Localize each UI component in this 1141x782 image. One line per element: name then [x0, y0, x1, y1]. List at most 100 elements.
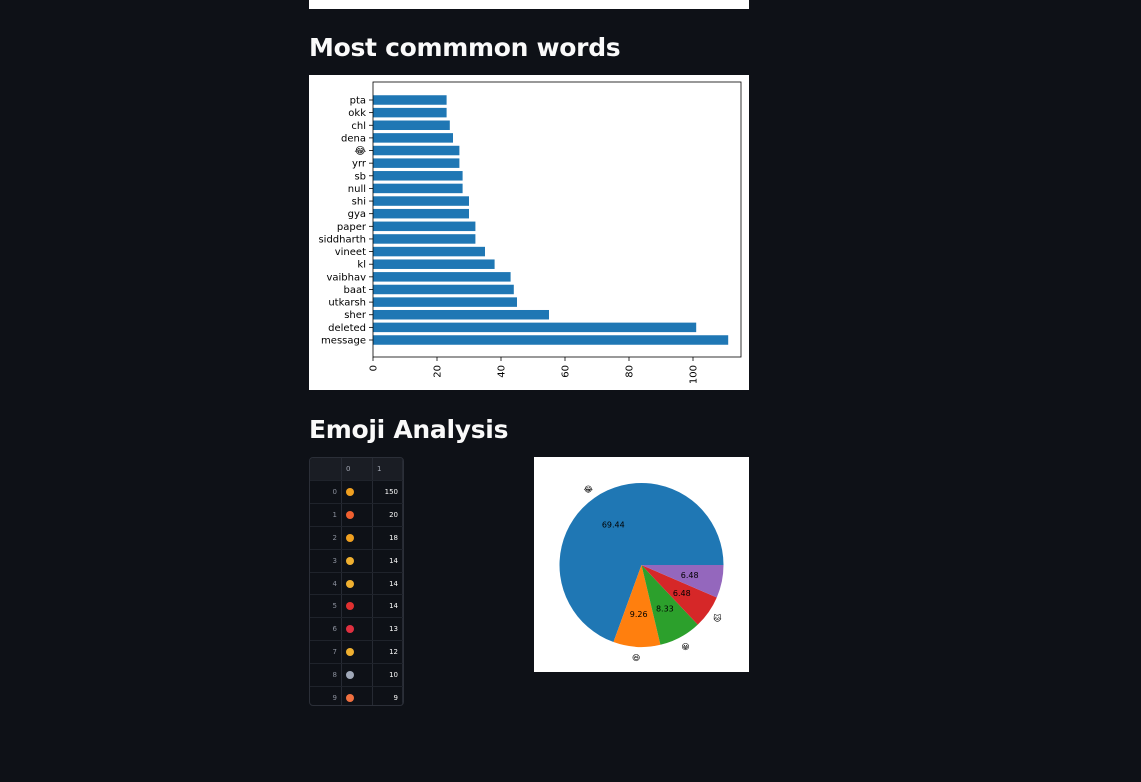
- table-row[interactable]: 5 14: [310, 594, 403, 619]
- x-tick-label: 20: [433, 365, 444, 378]
- x-tick-label: 0: [369, 365, 380, 371]
- slice-value-label: 9.26: [630, 610, 648, 619]
- bar: [373, 322, 697, 333]
- x-tick-label: 80: [625, 365, 636, 378]
- emoji-icon: [346, 487, 354, 496]
- bar: [373, 196, 469, 206]
- category-label: kl: [357, 260, 366, 271]
- emoji-icon: [346, 602, 354, 611]
- bar: [373, 221, 476, 232]
- pie-slice: [641, 565, 717, 625]
- row-index: 0: [310, 480, 342, 504]
- category-label: 😂: [354, 146, 366, 157]
- count-cell: 10: [372, 663, 403, 688]
- row-index: 4: [310, 572, 342, 596]
- slice-category-label: 🐱: [713, 614, 721, 623]
- row-index: 3: [310, 549, 342, 573]
- bar: [373, 158, 460, 168]
- table-row[interactable]: 3 14: [310, 549, 403, 573]
- table-row[interactable]: 2 18: [310, 526, 403, 550]
- bar: [373, 133, 453, 143]
- x-tick-label: 40: [497, 365, 508, 378]
- count-cell: 12: [372, 640, 403, 665]
- plot-frame: [372, 81, 742, 358]
- category-label: vineet: [335, 247, 366, 258]
- bar: [373, 183, 463, 194]
- count-cell: 14: [372, 594, 403, 619]
- category-label: paper: [337, 222, 367, 233]
- emoji-icon: [346, 556, 354, 565]
- emoji-icon: [346, 579, 354, 588]
- bar: [373, 335, 729, 345]
- slice-value-label: 8.33: [656, 604, 674, 613]
- table-header-row: 0 1: [310, 458, 403, 481]
- bar: [373, 171, 463, 181]
- emoji-icon: [346, 533, 354, 542]
- category-label: chl: [351, 121, 366, 132]
- bar: [373, 95, 447, 105]
- bar: [373, 120, 450, 131]
- bar: [373, 107, 447, 118]
- count-cell: 150: [372, 480, 403, 504]
- category-label: utkarsh: [328, 298, 366, 309]
- most-common-words-heading: Most commmon words: [309, 33, 621, 62]
- x-tick-label: 100: [689, 365, 700, 384]
- bar: [373, 208, 469, 219]
- x-tick-label: 60: [561, 365, 572, 378]
- column-header-1[interactable]: 1: [372, 458, 403, 481]
- row-index: 5: [310, 594, 342, 619]
- count-cell: 9: [372, 686, 403, 705]
- count-cell: 14: [372, 549, 403, 573]
- emoji-cell: [341, 663, 373, 688]
- bar: [373, 284, 514, 295]
- row-index: 6: [310, 617, 342, 642]
- emoji-cell: [341, 594, 373, 619]
- emoji-cell: [341, 640, 373, 665]
- count-cell: 13: [372, 617, 403, 642]
- row-index: 7: [310, 640, 342, 665]
- category-label: shi: [352, 197, 366, 208]
- table-row[interactable]: 6 13: [310, 617, 403, 642]
- column-header-index[interactable]: [310, 458, 342, 481]
- slice-category-label: 😂: [584, 485, 593, 494]
- slice-value-label: 69.44: [602, 521, 625, 530]
- emoji-cell: [341, 503, 373, 527]
- table-row[interactable]: 4 14: [310, 572, 403, 596]
- emoji-cell: [341, 526, 373, 550]
- emoji-dataframe[interactable]: 0 1 0 150 1 20 2 18 3 14 4 14 5 14 6 13 7 12 8 10 9 9: [309, 457, 404, 706]
- category-label: pta: [350, 96, 366, 107]
- table-row[interactable]: 0 150: [310, 480, 403, 504]
- category-label: message: [321, 336, 366, 347]
- count-cell: 18: [372, 526, 403, 550]
- row-index: 9: [310, 686, 342, 705]
- category-label: vaibhav: [326, 272, 366, 283]
- bar: [373, 259, 495, 269]
- category-label: yrr: [352, 159, 367, 170]
- column-header-0[interactable]: 0: [341, 458, 373, 481]
- table-row[interactable]: 7 12: [310, 640, 403, 665]
- category-label: null: [348, 184, 366, 195]
- emoji-cell: [341, 480, 373, 504]
- slice-value-label: 6.48: [673, 589, 691, 598]
- category-label: gya: [348, 209, 366, 220]
- table-row[interactable]: 8 10: [310, 663, 403, 688]
- emoji-icon: [346, 671, 354, 680]
- pie-chart-svg: 69.44 😂 9.26 😆 8.33 😀 6.48 🐱 6.48: [559, 483, 724, 663]
- bar: [373, 145, 460, 156]
- category-label: sb: [354, 171, 366, 182]
- bar: [373, 272, 511, 282]
- emoji-analysis-heading: Emoji Analysis: [309, 415, 509, 444]
- previous-chart-bottom: [309, 0, 749, 9]
- table-row[interactable]: 1 20: [310, 503, 403, 527]
- category-label: sher: [344, 310, 367, 321]
- emoji-icon: [346, 625, 354, 634]
- emoji-pie-chart: 69.44 😂 9.26 😆 8.33 😀 6.48 🐱 6.48: [534, 457, 749, 672]
- emoji-icon: [346, 648, 354, 657]
- slice-category-label: 😆: [632, 654, 640, 663]
- emoji-cell: [341, 686, 373, 705]
- slice-value-label: 6.48: [681, 571, 699, 580]
- category-label: deleted: [328, 323, 366, 334]
- category-label: dena: [341, 133, 366, 144]
- category-label: siddharth: [318, 234, 366, 245]
